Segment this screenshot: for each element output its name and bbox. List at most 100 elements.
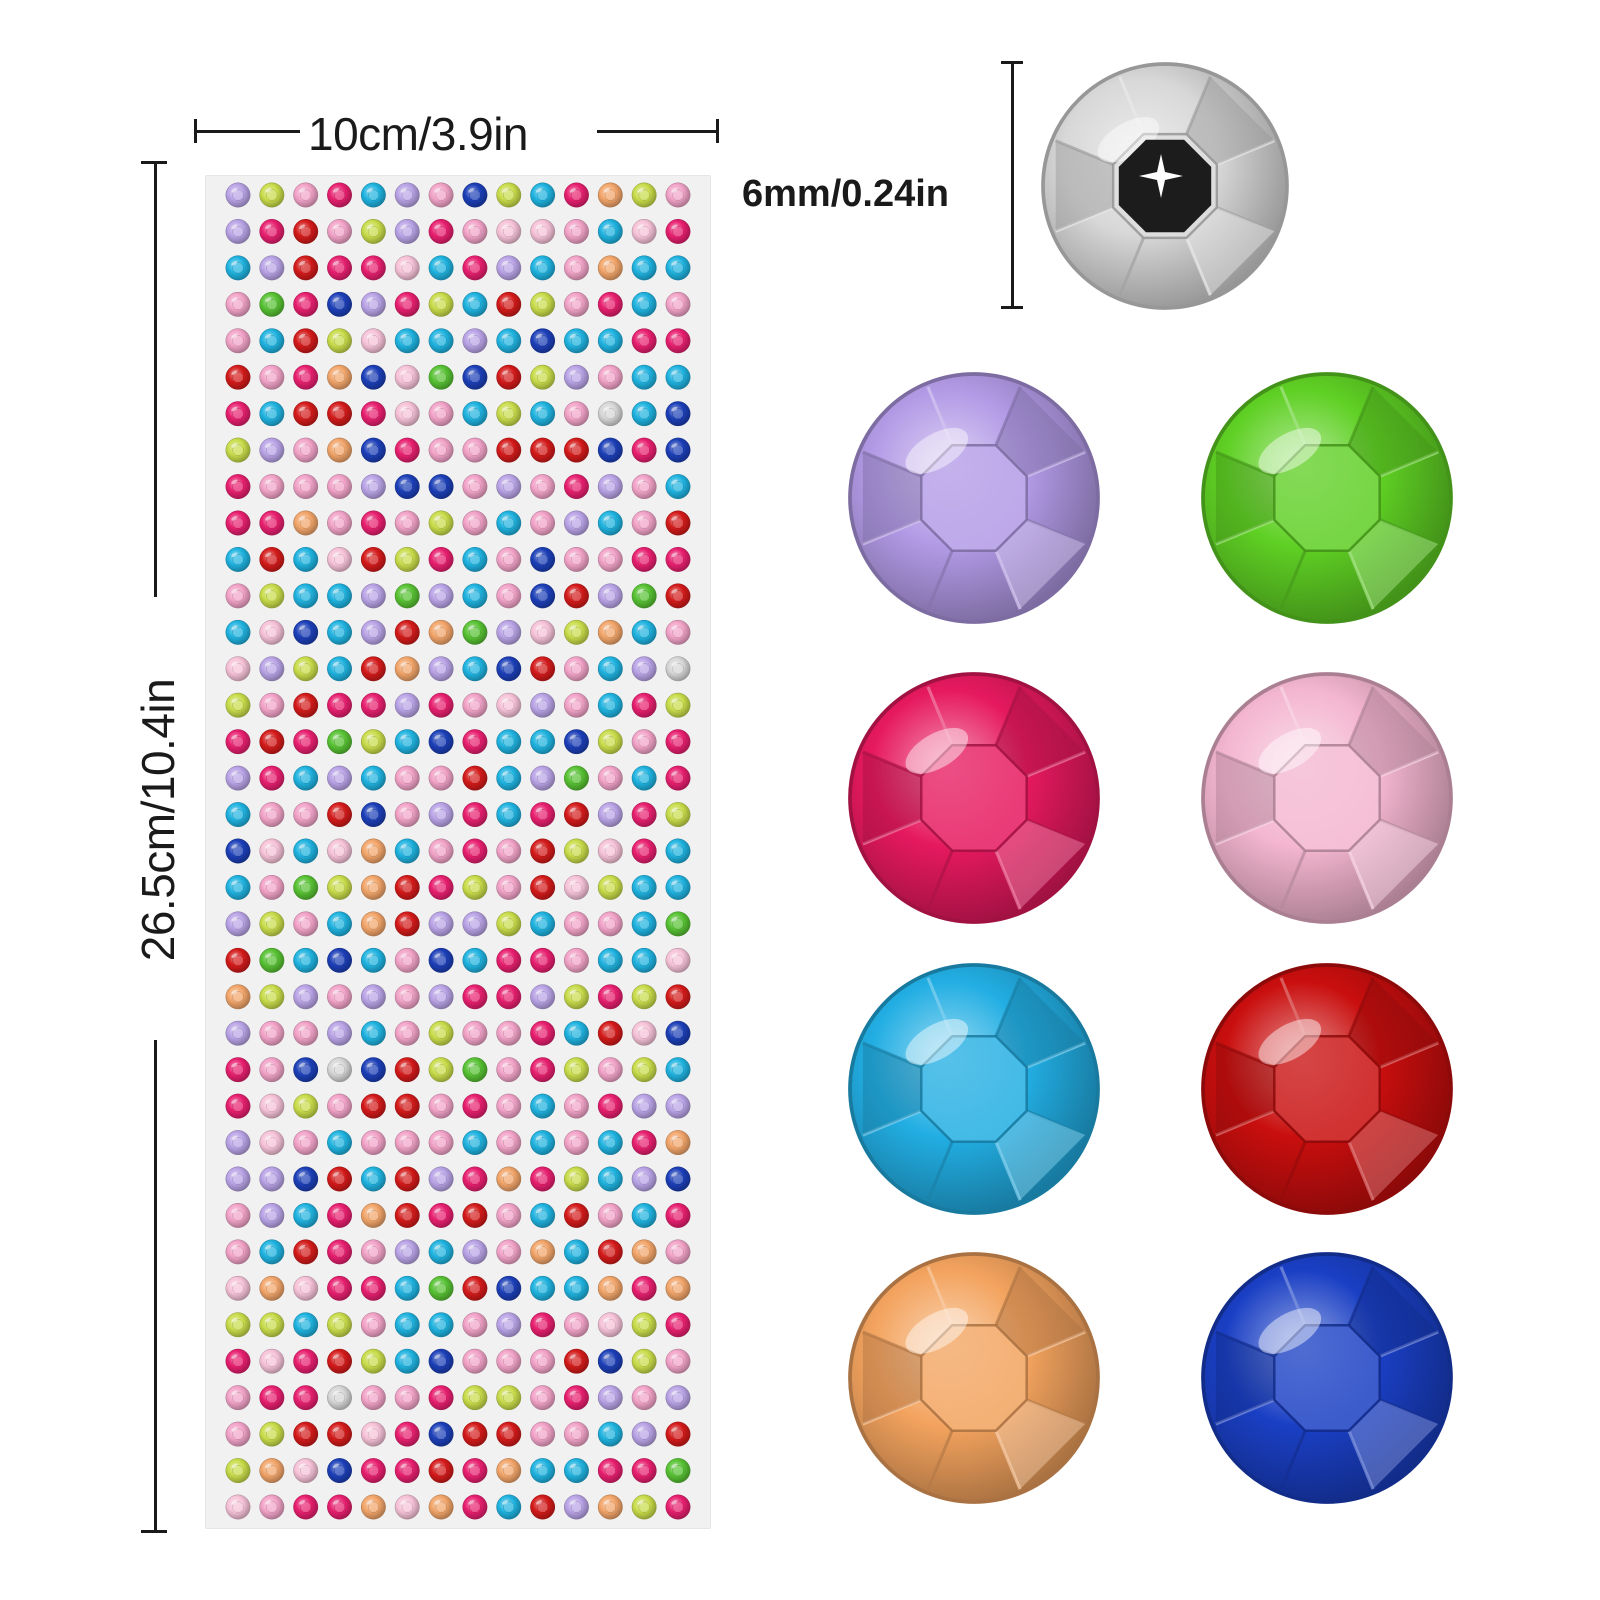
sheet-gem-purple — [530, 984, 556, 1010]
sheet-gem-red — [665, 510, 691, 536]
gem-blue-shape — [1201, 1252, 1453, 1504]
rhinestone-sticker-sheet — [205, 175, 711, 1529]
sheet-gem-light-pink — [631, 1020, 657, 1046]
sheet-gem-red — [394, 1057, 420, 1083]
sheet-gem-cyan — [327, 656, 352, 682]
sheet-gem-cyan — [293, 765, 319, 791]
sheet-gem-cyan — [225, 546, 251, 572]
sheet-gem-yellow-green — [327, 874, 352, 900]
sheet-gem-peach — [597, 619, 623, 645]
sheet-gem-purple — [225, 765, 251, 791]
sheet-gem-cyan — [360, 1020, 386, 1046]
sheet-gem-hot-pink — [496, 947, 522, 973]
sheet-gem-red — [259, 729, 285, 755]
sheet-gem-light-pink — [360, 328, 386, 354]
sheet-gem-yellow-green — [259, 1421, 285, 1447]
sheet-gem-purple — [360, 474, 386, 500]
sheet-gem-peach — [631, 1239, 657, 1265]
sheet-gem-purple — [462, 328, 488, 354]
sheet-gem-light-pink — [360, 1421, 386, 1447]
sheet-gem-cyan — [530, 1202, 556, 1228]
sheet-gem-light-pink — [530, 619, 556, 645]
sheet-gem-hot-pink — [360, 692, 386, 718]
sheet-gem-pink — [564, 692, 589, 718]
sheet-gem-cyan — [225, 874, 251, 900]
sheet-gem-light-pink — [259, 1348, 285, 1374]
sheet-gem-purple — [597, 802, 623, 828]
sheet-gem-pink — [564, 401, 589, 427]
sheet-gem-purple — [225, 182, 251, 208]
sheet-gem-pink — [394, 1385, 420, 1411]
sheet-gem-red — [327, 802, 352, 828]
featured-gem-red — [1201, 963, 1453, 1215]
sheet-gem-pink — [496, 1348, 522, 1374]
sheet-gem-pink — [394, 1020, 420, 1046]
sheet-gem-red — [496, 1421, 522, 1447]
sheet-gem-pink — [496, 838, 522, 864]
sheet-gem-peach — [293, 510, 319, 536]
gem-purple-facets — [848, 372, 1100, 624]
sheet-gem-hot-pink — [631, 692, 657, 718]
sheet-gem-yellow-green — [530, 364, 556, 390]
sheet-gem-cyan — [631, 874, 657, 900]
sheet-gem-light-pink — [496, 218, 522, 244]
sheet-gem-cyan — [631, 364, 657, 390]
sheet-gem-pink — [293, 182, 319, 208]
sheet-gem-red — [665, 984, 691, 1010]
sheet-gem-cyan — [496, 729, 522, 755]
sheet-gem-red — [665, 1421, 691, 1447]
sheet-gem-cyan — [631, 765, 657, 791]
sheet-gem-cyan — [428, 255, 454, 281]
sheet-gem-blue — [360, 437, 386, 463]
sheet-gem-hot-pink — [293, 364, 319, 390]
featured-gem-cyan — [848, 963, 1100, 1215]
sheet-gem-hot-pink — [665, 729, 691, 755]
sheet-gem-hot-pink — [394, 1458, 420, 1484]
height-dimension-tick-bottom — [141, 1530, 167, 1533]
sheet-gem-hot-pink — [360, 510, 386, 536]
gem-hot-pink-shape — [848, 672, 1100, 924]
sheet-gem-cyan — [564, 1275, 589, 1301]
sparkle-icon — [1139, 154, 1183, 198]
sheet-gem-pink — [665, 619, 691, 645]
sheet-gem-hot-pink — [665, 218, 691, 244]
sheet-gem-hot-pink — [665, 546, 691, 572]
sheet-gem-red — [496, 437, 522, 463]
sheet-gem-pink — [462, 1312, 488, 1338]
gem-size-dimension-line — [1011, 62, 1014, 308]
sheet-gem-pink — [225, 1239, 251, 1265]
sheet-gem-cyan — [631, 619, 657, 645]
gem-green-shape — [1201, 372, 1453, 624]
sheet-gem-hot-pink — [293, 291, 319, 317]
sheet-gem-red — [597, 1239, 623, 1265]
sheet-gem-pink — [293, 1130, 319, 1156]
sheet-gem-yellow-green — [564, 1057, 589, 1083]
sheet-gem-cyan — [428, 1312, 454, 1338]
sheet-gem-cyan — [462, 401, 488, 427]
sheet-gem-hot-pink — [428, 1385, 454, 1411]
sheet-gem-green — [428, 1275, 454, 1301]
sheet-gem-green — [665, 911, 691, 937]
sheet-gem-hot-pink — [327, 182, 352, 208]
sheet-gem-cyan — [597, 510, 623, 536]
sheet-gem-cyan — [327, 583, 352, 609]
sheet-gem-hot-pink — [462, 984, 488, 1010]
sheet-gem-light-pink — [259, 619, 285, 645]
sheet-gem-pink — [360, 1130, 386, 1156]
sheet-gem-pink — [496, 583, 522, 609]
sheet-gem-purple — [564, 510, 589, 536]
sheet-gem-cyan — [462, 546, 488, 572]
sheet-gem-hot-pink — [259, 1385, 285, 1411]
sheet-gem-cyan — [394, 1312, 420, 1338]
width-dimension-tick-left — [194, 119, 197, 143]
sheet-gem-red — [293, 401, 319, 427]
sheet-gem-blue — [564, 729, 589, 755]
sheet-gem-pink — [530, 1348, 556, 1374]
sheet-gem-red — [327, 1421, 352, 1447]
sheet-gem-blue — [597, 1348, 623, 1374]
sheet-gem-pink — [225, 583, 251, 609]
sheet-gem-hot-pink — [225, 1093, 251, 1119]
sheet-gem-blue — [360, 364, 386, 390]
sheet-gem-yellow-green — [530, 291, 556, 317]
sheet-gem-green — [259, 947, 285, 973]
